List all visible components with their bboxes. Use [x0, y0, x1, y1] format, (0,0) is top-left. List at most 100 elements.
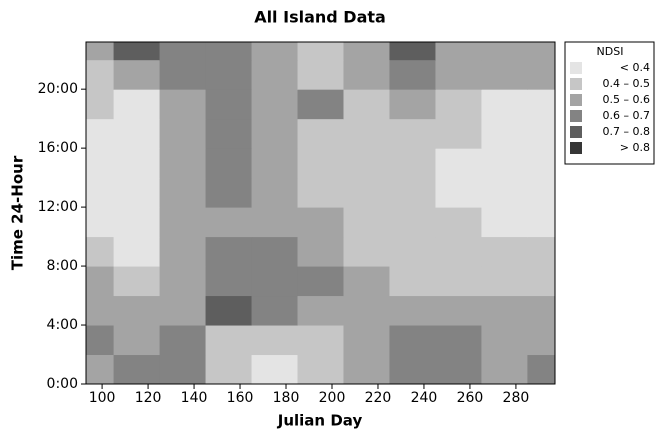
x-tick-label: 220	[365, 390, 392, 406]
legend-swatch	[570, 78, 582, 90]
contour-cell	[86, 266, 115, 297]
legend-swatch	[570, 62, 582, 74]
contour-cell	[389, 207, 436, 238]
contour-cell	[527, 177, 555, 208]
contour-cell	[481, 89, 528, 120]
y-tick-label: 8:00	[47, 258, 78, 274]
contour-cell	[527, 266, 555, 297]
contour-cell	[251, 42, 299, 61]
contour-cell	[481, 148, 528, 179]
contour-cell	[86, 59, 115, 90]
legend-swatch	[570, 110, 582, 122]
contour-cell	[481, 118, 528, 149]
plot-frame	[85, 41, 556, 385]
x-tick-label: 160	[227, 390, 254, 406]
contour-cell	[86, 89, 115, 120]
contour-cell	[297, 42, 344, 61]
contour-cell	[205, 266, 253, 297]
contour-cell	[86, 354, 115, 384]
contour-cell	[86, 295, 115, 326]
contour-cell	[205, 236, 253, 267]
contour-cell	[159, 266, 207, 297]
legend-label: 0.6 – 0.7	[603, 109, 650, 122]
contour-cell	[251, 295, 299, 326]
contour-cell	[481, 42, 528, 61]
contour-cell	[435, 118, 482, 149]
contour-cell	[297, 148, 344, 179]
contour-cell	[159, 295, 207, 326]
legend-label: 0.7 – 0.8	[603, 125, 650, 138]
contour-cell	[297, 295, 344, 326]
contour-cell	[205, 59, 253, 90]
contour-cell	[389, 295, 436, 326]
contour-cell	[113, 59, 161, 90]
y-tick-label: 16:00	[38, 140, 78, 156]
contour-cell	[297, 177, 344, 208]
contour-cell	[86, 177, 115, 208]
contour-cell	[159, 236, 207, 267]
contour-cell	[527, 354, 555, 384]
contour-cell	[481, 354, 528, 384]
contour-cell	[435, 59, 482, 90]
contour-cell	[251, 266, 299, 297]
contour-cell	[113, 89, 161, 120]
contour-cell	[113, 354, 161, 384]
contour-cell	[113, 118, 161, 149]
contour-cell	[251, 148, 299, 179]
contour-cell	[343, 236, 390, 267]
contour-cell	[343, 177, 390, 208]
contour-cell	[297, 59, 344, 90]
contour-cell	[389, 118, 436, 149]
x-tick-label: 200	[319, 390, 346, 406]
contour-cell	[251, 59, 299, 90]
contour-cell	[86, 42, 115, 61]
contour-cell	[527, 325, 555, 356]
y-tick-label: 12:00	[38, 199, 78, 215]
contour-cell	[343, 354, 390, 384]
contour-cell	[86, 148, 115, 179]
contour-cell	[389, 325, 436, 356]
contour-cell	[481, 59, 528, 90]
contour-cell	[205, 177, 253, 208]
contour-cell	[297, 325, 344, 356]
contour-cell	[251, 354, 299, 384]
y-tick-label: 0:00	[47, 376, 78, 392]
contour-cell	[113, 325, 161, 356]
contour-cell	[527, 89, 555, 120]
contour-cell	[113, 295, 161, 326]
contour-cell	[159, 148, 207, 179]
x-axis-label: Julian Day	[277, 412, 363, 430]
contour-cell	[343, 325, 390, 356]
contour-cell	[343, 266, 390, 297]
contour-cell	[297, 354, 344, 384]
contour-cell	[113, 207, 161, 238]
y-tick-label: 4:00	[47, 317, 78, 333]
contour-cell	[481, 325, 528, 356]
contour-cell	[297, 89, 344, 120]
contour-cell	[435, 89, 482, 120]
contour-cell	[297, 266, 344, 297]
contour-cell	[251, 207, 299, 238]
contour-cell	[435, 266, 482, 297]
contour-cell	[481, 236, 528, 267]
legend-swatch	[570, 142, 582, 154]
contour-cell	[205, 89, 253, 120]
contour-cell	[527, 295, 555, 326]
contour-cell	[205, 42, 253, 61]
contour-field	[86, 42, 555, 384]
contour-cell	[159, 354, 207, 384]
contour-cell	[481, 207, 528, 238]
legend-swatch	[570, 126, 582, 138]
contour-cell	[389, 89, 436, 120]
contour-cell	[297, 207, 344, 238]
x-tick-label: 100	[89, 390, 116, 406]
contour-cell	[159, 177, 207, 208]
contour-cell	[205, 325, 253, 356]
y-axis-label: Time 24-Hour	[9, 155, 27, 270]
contour-cell	[481, 177, 528, 208]
x-tick-label: 140	[181, 390, 208, 406]
contour-cell	[527, 42, 555, 61]
contour-cell	[113, 266, 161, 297]
contour-cell	[205, 295, 253, 326]
contour-cell	[86, 325, 115, 356]
